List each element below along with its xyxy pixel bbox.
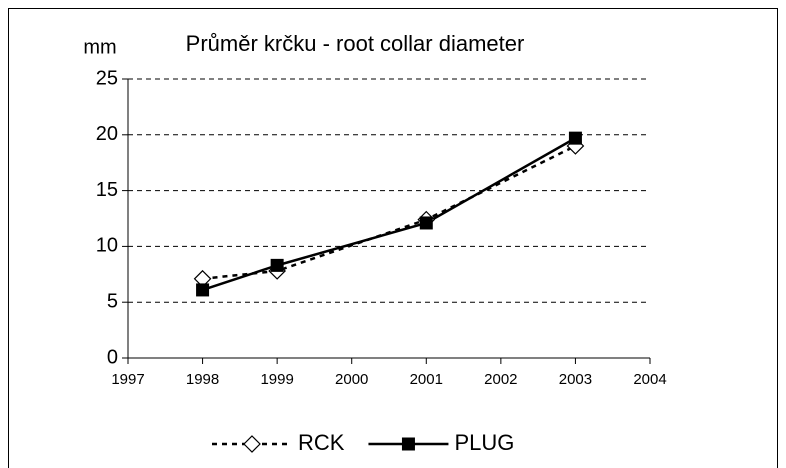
legend-label: RCK [298, 430, 345, 455]
x-tick-label: 2004 [633, 371, 666, 388]
y-tick-label: 15 [96, 179, 118, 201]
y-tick-label: 25 [96, 67, 118, 89]
x-tick-label: 2001 [410, 371, 443, 388]
x-tick-label: 1999 [260, 371, 293, 388]
legend-marker [243, 435, 261, 453]
marker [568, 131, 582, 145]
marker [270, 258, 284, 272]
y-tick-label: 10 [96, 235, 118, 257]
series-line [202, 137, 577, 292]
x-tick-label: 2003 [559, 371, 592, 388]
marker [196, 283, 210, 297]
y-tick-label: 20 [96, 123, 118, 145]
y-tick-label: 5 [107, 290, 118, 312]
x-tick-label: 2000 [335, 371, 368, 388]
marker [419, 216, 433, 230]
x-tick-label: 1997 [111, 371, 144, 388]
legend-marker [401, 437, 415, 451]
x-tick-label: 2002 [484, 371, 517, 388]
y-axis-label: mm [83, 36, 116, 58]
frame [8, 8, 778, 468]
x-tick-label: 1998 [186, 371, 219, 388]
chart-title: Průměr krčku - root collar diameter [186, 31, 525, 56]
y-tick-label: 0 [107, 346, 118, 368]
legend-label: PLUG [454, 430, 514, 455]
